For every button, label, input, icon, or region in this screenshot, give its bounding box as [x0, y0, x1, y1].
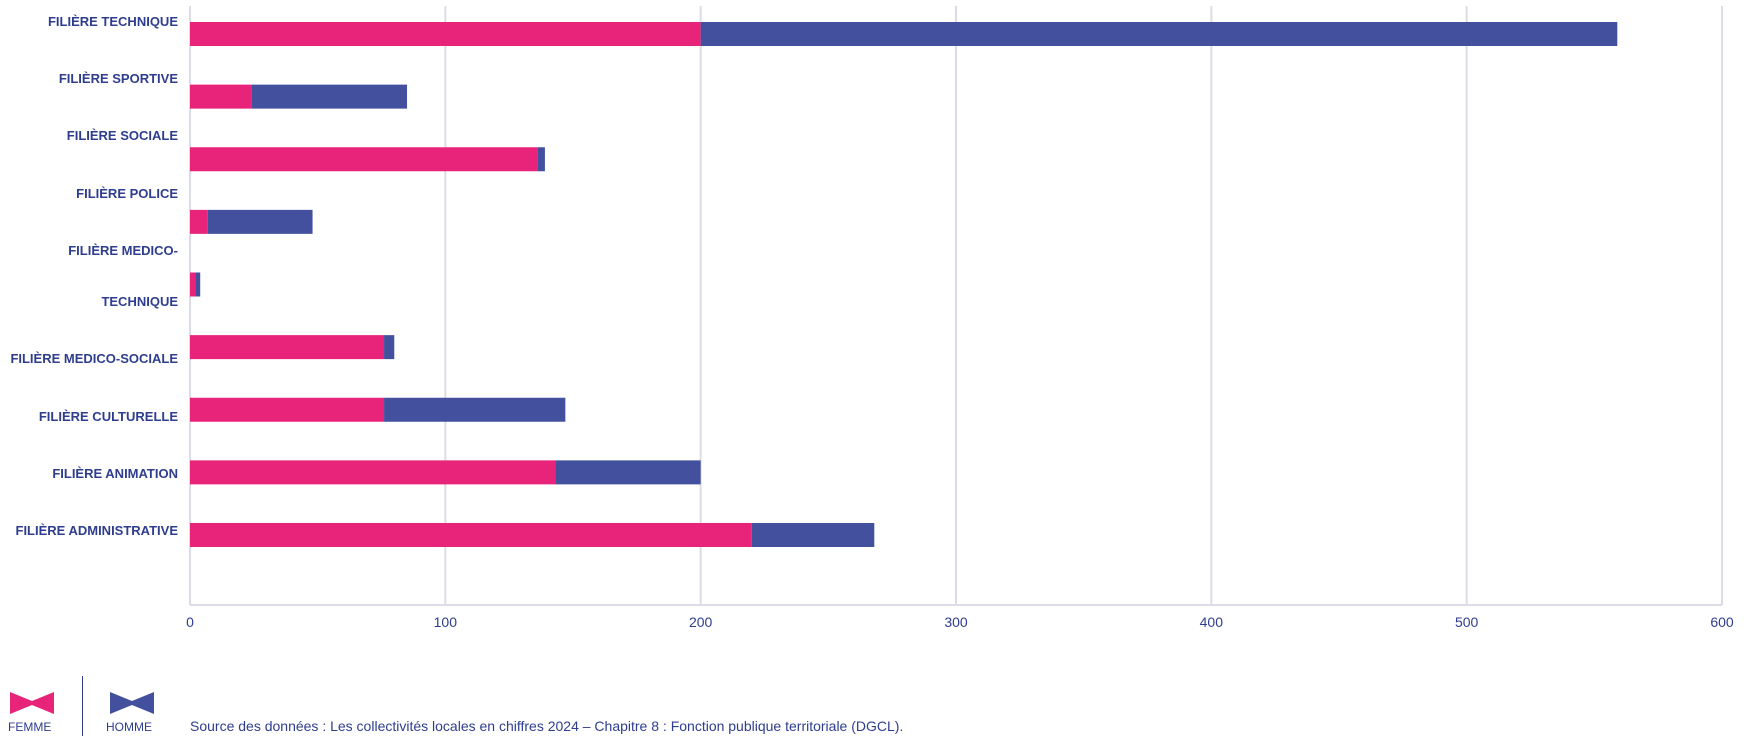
bar-homme [384, 335, 395, 360]
bar-femme [190, 22, 701, 46]
bar-homme [751, 523, 875, 547]
chart: 0 100 200 300 400 500 600 FILIÈRE TECHNIQUE FILI… [10, 6, 1734, 630]
bar-homme [207, 209, 313, 234]
bar-femme [190, 397, 385, 422]
legend-label-femme: FEMME [8, 720, 52, 734]
category-label: FILIÈRE MEDICO-SOCIALE [10, 351, 178, 366]
x-tick-label: 0 [186, 614, 194, 630]
bar-femme [190, 209, 208, 234]
bar-homme [555, 460, 701, 485]
category-label: FILIÈRE TECHNIQUE [48, 14, 178, 29]
bar-homme [384, 397, 566, 422]
bar-femme [190, 147, 538, 172]
x-tick-label: 600 [1710, 614, 1734, 630]
category-label: FILIÈRE ANIMATION [52, 466, 178, 481]
bar-homme [700, 22, 1618, 46]
bar-femme [190, 84, 252, 109]
bar-homme [195, 272, 201, 297]
x-tick-label: 400 [1200, 614, 1224, 630]
category-label: TECHNIQUE [101, 294, 178, 309]
bar-femme [190, 272, 196, 297]
category-label: FILIÈRE POLICE [76, 186, 178, 201]
legend-divider [82, 676, 83, 736]
category-label: FILIÈRE MEDICO- [68, 243, 178, 258]
category-label: FILIÈRE ADMINISTRATIVE [16, 523, 179, 538]
legend-label-homme: HOMME [106, 720, 152, 734]
x-tick-label: 100 [434, 614, 458, 630]
bar-homme [537, 147, 545, 172]
x-tick-label: 500 [1455, 614, 1479, 630]
category-label: FILIÈRE SPORTIVE [59, 71, 179, 86]
bar-femme [190, 460, 556, 485]
source-text: Source des données : Les collectivités l… [190, 718, 904, 734]
x-tick-label: 300 [944, 614, 968, 630]
bar-femme [190, 523, 752, 547]
homme-bowtie-icon [110, 692, 154, 714]
x-tick-label: 200 [689, 614, 713, 630]
category-label: FILIÈRE SOCIALE [67, 128, 179, 143]
femme-bowtie-icon [10, 692, 54, 714]
bar-homme [251, 84, 408, 109]
category-label: FILIÈRE CULTURELLE [39, 409, 178, 424]
bar-femme [190, 335, 385, 360]
